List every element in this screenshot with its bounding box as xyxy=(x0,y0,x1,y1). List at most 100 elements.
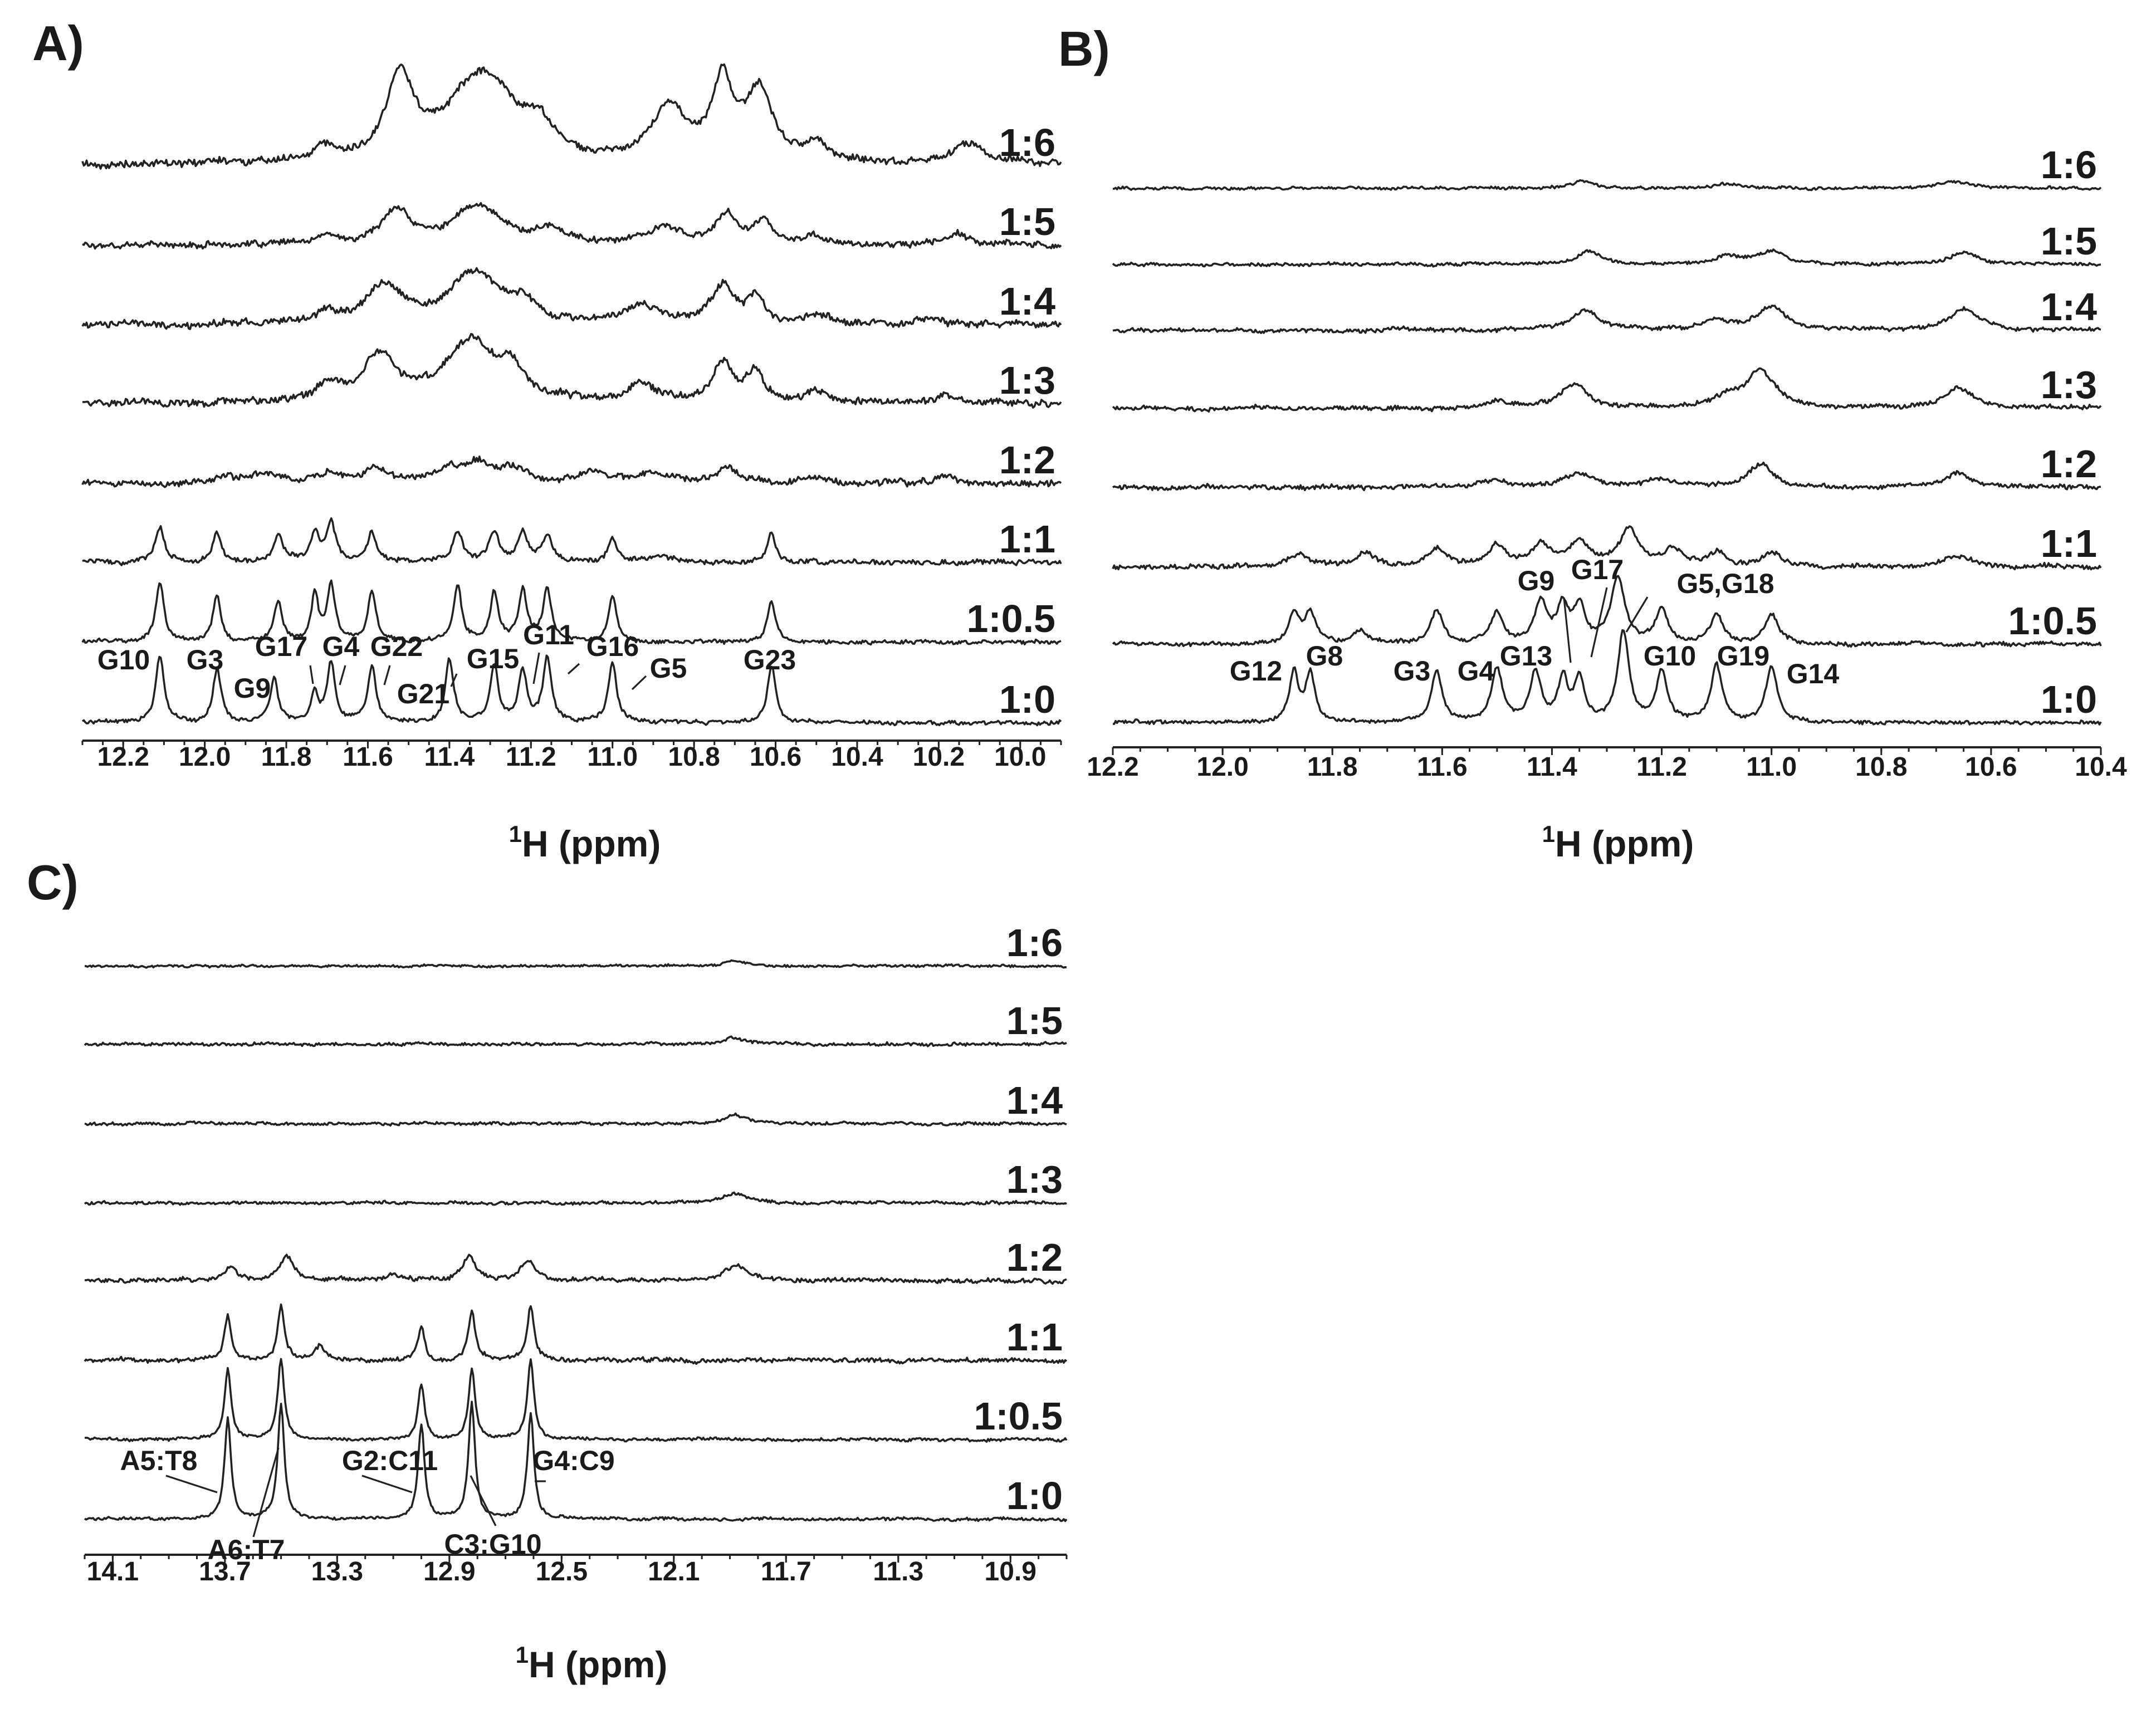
trace-a-1:4 xyxy=(81,267,1062,330)
ratio-label-c-1:4: 1:4 xyxy=(1006,1079,1063,1122)
peak-label-g17: G17 xyxy=(255,631,308,662)
tick-label: 13.3 xyxy=(311,1557,363,1586)
trace-a-1:0 xyxy=(81,654,1062,727)
panel-c-ratio-labels: 1:0 1:0.5 1:1 1:2 1:3 1:4 1:5 1:6 xyxy=(974,921,1063,1517)
peak-label-g13: G13 xyxy=(1500,640,1553,672)
ratio-label-a-1:0: 1:0 xyxy=(999,678,1055,721)
tick-label: 10.8 xyxy=(1855,752,1907,782)
peak-label-g4: G4 xyxy=(322,631,360,662)
peak-label-g4-c9: G4:C9 xyxy=(532,1445,614,1476)
trace-c-1:2 xyxy=(84,1253,1067,1285)
trace-a-1:1 xyxy=(82,517,1062,566)
panel-c-x-ticks xyxy=(84,1555,1068,1563)
ratio-label-c-1:2: 1:2 xyxy=(1006,1236,1063,1279)
peak-leader-g22 xyxy=(383,665,391,685)
panel-c: C) 1:0 1:0.5 1:1 1:2 1:3 1:4 1:5 1:6 14.1 13.7 13… xyxy=(27,855,1068,1685)
trace-a-1:3 xyxy=(82,332,1062,409)
peak-label-g23: G23 xyxy=(744,644,796,675)
panel-a-ratio-labels: 1:0 1:0.5 1:1 1:2 1:3 1:4 1:5 1:6 xyxy=(966,121,1055,721)
panel-c-axis-sup: 1 xyxy=(516,1642,529,1668)
panel-c-x-axis-title: 1H (ppm) xyxy=(516,1642,668,1685)
panel-a: A) 1:01:0.51:11:21:31:41:51:6 12.2 12.0 11… xyxy=(32,16,1062,864)
peak-label-g8: G8 xyxy=(1306,640,1343,672)
ratio-label-a-1:1: 1:1 xyxy=(999,517,1055,561)
panel-b-traces xyxy=(1112,179,2102,726)
peak-label-g10: G10 xyxy=(97,644,150,675)
peak-label-g5-g18: G5,G18 xyxy=(1676,568,1774,599)
trace-c-1:0.5 xyxy=(84,1358,1068,1443)
peak-label-g4: G4 xyxy=(1458,655,1495,687)
peak-leader-g21 xyxy=(450,673,458,687)
trace-c-1:4 xyxy=(84,1112,1067,1127)
trace-b-1:0.5 xyxy=(1112,575,2102,648)
peak-label-g12: G12 xyxy=(1230,655,1283,687)
peak-label-g9: G9 xyxy=(1518,565,1555,596)
peak-leader-g2-c11 xyxy=(361,1475,413,1493)
peak-label-g2-c11: G2:C11 xyxy=(342,1445,438,1476)
trace-b-1:6 xyxy=(1112,179,2102,192)
panel-c-tick-labels: 14.1 13.7 13.3 12.9 12.5 12.1 11.7 11.3 10.9 xyxy=(87,1557,1037,1586)
panel-a-label: A) xyxy=(32,16,84,71)
tick-label: 12.2 xyxy=(97,742,149,772)
tick-label: 11.2 xyxy=(1636,752,1687,782)
panel-b-axis-sup: 1 xyxy=(1542,821,1555,847)
peak-label-g21: G21 xyxy=(397,678,450,709)
trace-b-1:4 xyxy=(1112,305,2101,334)
tick-label: 10.6 xyxy=(750,742,801,772)
tick-label: 11.6 xyxy=(1417,752,1468,782)
peak-leader-g4 xyxy=(339,665,346,685)
peak-label-g9: G9 xyxy=(234,673,271,704)
ratio-label-c-1:5: 1:5 xyxy=(1006,999,1063,1042)
panel-a-axis-sup: 1 xyxy=(509,821,522,847)
tick-label: 12.5 xyxy=(536,1557,588,1586)
tick-label: 11.7 xyxy=(761,1557,811,1586)
peak-leader-a6-t7 xyxy=(252,1447,280,1537)
peak-leader-g17 xyxy=(309,665,314,684)
peak-label-g19: G19 xyxy=(1717,640,1770,672)
ratio-label-c-1:0: 1:0 xyxy=(1006,1474,1063,1517)
tick-label: 11.0 xyxy=(587,742,638,772)
ratio-label-b-1:3: 1:3 xyxy=(2041,363,2097,407)
ratio-label-b-1:5: 1:5 xyxy=(2041,219,2097,263)
tick-label: 11.8 xyxy=(261,742,312,772)
panel-a-traces xyxy=(81,63,1062,727)
trace-c-1:0 xyxy=(84,1401,1068,1522)
trace-c-1:1 xyxy=(84,1303,1068,1365)
ratio-label-b-1:0.5: 1:0.5 xyxy=(2008,599,2097,643)
peak-leader-g11 xyxy=(532,652,540,684)
ratio-label-b-1:6: 1:6 xyxy=(2041,143,2097,187)
panel-b-axis-main: H (ppm) xyxy=(1555,823,1694,864)
tick-label: 12.9 xyxy=(423,1557,475,1586)
ratio-label-b-1:1: 1:1 xyxy=(2041,522,2097,565)
ratio-label-b-1:0: 1:0 xyxy=(2041,678,2097,721)
tick-label: 11.4 xyxy=(424,742,475,772)
tick-label: 10.4 xyxy=(831,742,883,772)
tick-label: 12.0 xyxy=(1196,752,1248,782)
peak-leader-g16 xyxy=(567,663,580,675)
ratio-label-c-1:0.5: 1:0.5 xyxy=(974,1394,1063,1438)
tick-label: 12.2 xyxy=(1087,752,1138,782)
panel-c-label: C) xyxy=(27,855,79,910)
tick-label: 11.2 xyxy=(506,742,556,772)
tick-label: 12.1 xyxy=(648,1557,700,1586)
tick-label: 10.6 xyxy=(1965,752,2017,782)
ratio-label-b-1:4: 1:4 xyxy=(2041,285,2097,329)
peak-label-g11: G11 xyxy=(523,619,574,650)
peak-label-a5-t8: A5:T8 xyxy=(120,1445,198,1476)
peak-label-g17: G17 xyxy=(1571,554,1624,585)
peak-label-g22: G22 xyxy=(370,631,423,662)
tick-label: 13.7 xyxy=(199,1557,251,1586)
tick-label: 11.6 xyxy=(343,742,393,772)
trace-a-1:5 xyxy=(82,202,1062,250)
peak-leader-g5-g18 xyxy=(1625,596,1649,633)
peak-label-g3: G3 xyxy=(187,644,224,675)
trace-a-1:6 xyxy=(81,63,1062,170)
trace-b-1:2 xyxy=(1112,461,2101,491)
trace-c-1:5 xyxy=(84,1035,1067,1047)
tick-label: 11.0 xyxy=(1746,752,1797,782)
panel-b-label: B) xyxy=(1058,21,1110,76)
peak-label-g16: G16 xyxy=(586,631,639,662)
peak-leader-g17 xyxy=(1590,587,1608,658)
